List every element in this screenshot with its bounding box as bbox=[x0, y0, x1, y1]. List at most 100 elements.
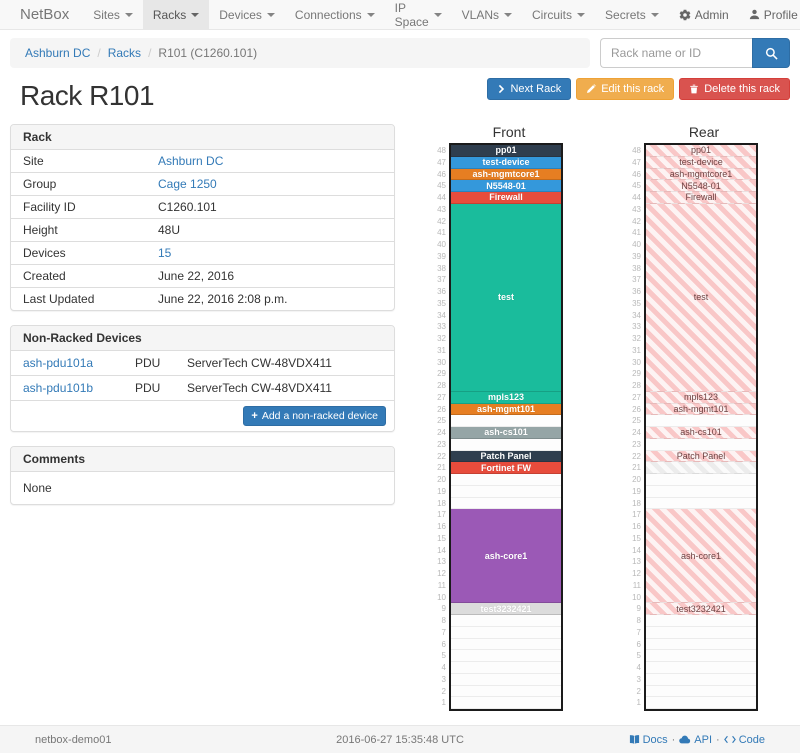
rack-attr-row-group: Group Cage 1250 bbox=[11, 172, 394, 195]
rack-info-rows: Site Ashburn DC Group Cage 1250 Facility ID C… bbox=[11, 150, 394, 310]
device-block-mpls123-front[interactable]: mpls123 bbox=[451, 391, 561, 404]
delete-rack-button[interactable]: Delete this rack bbox=[679, 78, 790, 100]
device-block-ash-cs101-rear[interactable]: ash-cs101 bbox=[646, 427, 756, 439]
unit-number: 16 bbox=[437, 522, 446, 531]
unit-number: 17 bbox=[632, 510, 641, 520]
add-non-racked-device-button[interactable]: + Add a non-racked device bbox=[243, 406, 386, 426]
unit-number: 19 bbox=[632, 486, 641, 496]
search-input[interactable] bbox=[600, 38, 752, 68]
device-block-ash-core1-rear[interactable]: ash-core1 bbox=[646, 509, 756, 604]
nav-item-label: VLANs bbox=[461, 7, 500, 22]
device-block-ash-cs101-front[interactable]: ash-cs101 bbox=[451, 427, 561, 439]
device-block-patch-panel-front[interactable]: Patch Panel bbox=[451, 450, 561, 463]
unit-number: 5 bbox=[441, 651, 446, 661]
device-block-patch-panel-rear[interactable]: Patch Panel bbox=[646, 450, 756, 463]
nav-item-devices[interactable]: Devices bbox=[209, 0, 285, 29]
nav-item-vlans[interactable]: VLANs bbox=[452, 0, 522, 29]
unit-number: 6 bbox=[636, 639, 641, 649]
device-block-test-device-front[interactable]: test-device bbox=[451, 156, 561, 169]
device-block-fortinet-fw-front[interactable]: Fortinet FW bbox=[451, 462, 561, 474]
nav-item-ip-space[interactable]: IP Space bbox=[385, 0, 452, 29]
device-name-link[interactable]: ash-pdu101a bbox=[23, 356, 94, 370]
unit-number: 44 bbox=[632, 193, 641, 202]
device-block-test3232421-front[interactable]: test3232421 bbox=[451, 603, 561, 615]
device-block-ash-mgmtcore1-rear[interactable]: ash-mgmtcore1 bbox=[646, 168, 756, 181]
unit-number: 41 bbox=[437, 228, 446, 238]
unit-number: 11 bbox=[437, 580, 446, 590]
device-block-pp01-rear[interactable]: pp01 bbox=[646, 145, 756, 157]
attr-value-link[interactable]: 15 bbox=[158, 246, 172, 260]
front-rack: pp01 test-device ash-mgmtcore1 N5548-01 Fire… bbox=[449, 143, 563, 711]
unit-number: 42 bbox=[437, 216, 446, 226]
search-button[interactable] bbox=[752, 38, 790, 68]
device-block-test-front[interactable]: test bbox=[451, 203, 561, 392]
unit-number: 33 bbox=[437, 322, 446, 332]
unit-number: 43 bbox=[437, 204, 446, 214]
rack-unit-rear-19 bbox=[646, 486, 756, 498]
nav-item-connections[interactable]: Connections bbox=[285, 0, 385, 29]
rack-unit-rear-6 bbox=[646, 639, 756, 651]
caret-down-icon bbox=[366, 12, 375, 17]
device-block-n5548-01-rear[interactable]: N5548-01 bbox=[646, 180, 756, 192]
unit-number: 27 bbox=[632, 392, 641, 402]
caret-down-icon bbox=[266, 12, 275, 17]
unit-number: 14 bbox=[632, 545, 641, 555]
nav-item-circuits[interactable]: Circuits bbox=[522, 0, 595, 29]
unit-number: 15 bbox=[437, 533, 446, 543]
unit-number: 1 bbox=[441, 698, 446, 708]
attr-label: Devices bbox=[23, 246, 66, 260]
rack-unit-front-3 bbox=[451, 674, 561, 686]
unit-number: 14 bbox=[437, 545, 446, 555]
device-name-link[interactable]: ash-pdu101b bbox=[23, 381, 94, 395]
brand-logo[interactable]: NetBox bbox=[20, 6, 70, 23]
unit-number: 23 bbox=[632, 439, 641, 449]
device-block-ash-core1-front[interactable]: ash-core1 bbox=[451, 509, 561, 604]
device-block-firewall-front[interactable]: Firewall bbox=[451, 192, 561, 204]
device-block-mpls123-rear[interactable]: mpls123 bbox=[646, 391, 756, 404]
rack-attr-row-site: Site Ashburn DC bbox=[11, 150, 394, 172]
caret-down-icon bbox=[191, 12, 200, 17]
device-block-ash-mgmt101-rear[interactable]: ash-mgmt101 bbox=[646, 403, 756, 416]
next-rack-button[interactable]: Next Rack bbox=[487, 78, 572, 100]
non-racked-footer: + Add a non-racked device bbox=[11, 400, 394, 431]
unit-number: 9 bbox=[441, 604, 446, 614]
unit-number: 31 bbox=[437, 345, 446, 355]
rack-attr-row-devices: Devices 15 bbox=[11, 241, 394, 264]
nav-item-racks[interactable]: Racks bbox=[142, 0, 210, 29]
unit-number: 38 bbox=[437, 263, 446, 273]
unit-number: 17 bbox=[437, 510, 446, 520]
rack-unit-front-19 bbox=[451, 486, 561, 498]
footer-link-code[interactable]: Code bbox=[723, 734, 765, 746]
footer-link-api[interactable]: API bbox=[679, 734, 712, 746]
device-block-pp01-front[interactable]: pp01 bbox=[451, 145, 561, 157]
footer-link-separator: · bbox=[671, 733, 676, 746]
nav-item-admin[interactable]: Admin bbox=[669, 0, 739, 29]
device-block-fortinet-fw-rear[interactable] bbox=[646, 462, 756, 474]
rack-unit-front-8 bbox=[451, 615, 561, 627]
device-block-ash-mgmtcore1-front[interactable]: ash-mgmtcore1 bbox=[451, 168, 561, 181]
nav-item-secrets[interactable]: Secrets bbox=[595, 0, 669, 29]
device-block-firewall-rear[interactable]: Firewall bbox=[646, 192, 756, 204]
nav-item-profile[interactable]: Profile bbox=[739, 0, 800, 29]
unit-number: 3 bbox=[441, 674, 446, 684]
breadcrumb-item-ashburn-dc[interactable]: Ashburn DC bbox=[25, 46, 91, 60]
device-block-ash-mgmt101-front[interactable]: ash-mgmt101 bbox=[451, 403, 561, 416]
device-block-test-device-rear[interactable]: test-device bbox=[646, 156, 756, 169]
attr-value-link[interactable]: Ashburn DC bbox=[158, 154, 224, 168]
device-block-n5548-01-front[interactable]: N5548-01 bbox=[451, 180, 561, 192]
device-block-test-rear[interactable]: test bbox=[646, 203, 756, 392]
breadcrumb-item-racks[interactable]: Racks bbox=[107, 46, 142, 60]
unit-number: 24 bbox=[437, 428, 446, 437]
attr-value-link[interactable]: Cage 1250 bbox=[158, 177, 217, 191]
unit-number: 6 bbox=[441, 639, 446, 649]
non-racked-device-row: ash-pdu101a PDU ServerTech CW-48VDX411 bbox=[11, 351, 394, 375]
edit-rack-button[interactable]: Edit this rack bbox=[576, 78, 675, 100]
rack-unit-rear-18 bbox=[646, 498, 756, 510]
nav-item-label: Sites bbox=[93, 7, 120, 22]
attr-value: June 22, 2016 2:08 p.m. bbox=[158, 292, 288, 306]
device-block-test3232421-rear[interactable]: test3232421 bbox=[646, 603, 756, 615]
front-elevation-title: Front bbox=[492, 124, 526, 140]
breadcrumb-item-r101-c1260-101: R101 (C1260.101) bbox=[158, 46, 258, 60]
nav-item-sites[interactable]: Sites bbox=[83, 0, 143, 29]
footer-link-docs[interactable]: Docs bbox=[629, 734, 668, 746]
